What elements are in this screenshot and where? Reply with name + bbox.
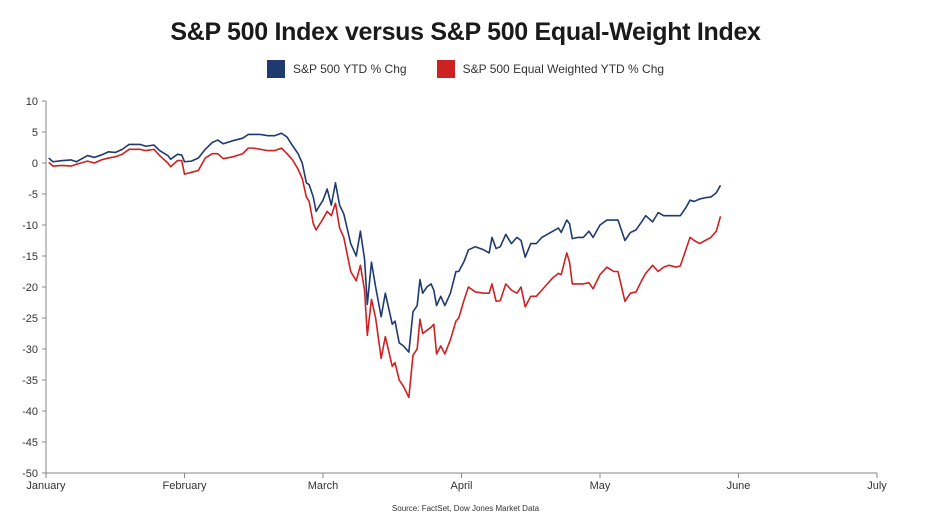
y-tick-label: -30 <box>22 344 38 356</box>
x-tick-label: March <box>308 480 339 492</box>
legend-label-sp500: S&P 500 YTD % Chg <box>292 62 407 76</box>
y-tick-label: 5 <box>32 127 38 139</box>
x-tick-label: July <box>867 480 887 492</box>
y-tick-label: -45 <box>22 437 38 449</box>
y-tick-label: -50 <box>22 468 38 480</box>
y-tick-label: -35 <box>22 375 38 387</box>
series-line-sp500-equal-weight <box>48 147 722 399</box>
x-tick-label: January <box>26 480 66 492</box>
y-axis: 10 5 0 -5 -10 -15 -20 -25 -30 -35 -40 -45 -50 <box>22 96 47 480</box>
x-axis: January February March April May June July <box>26 472 887 492</box>
x-tick-label: May <box>590 480 611 492</box>
y-tick-label: 10 <box>26 96 38 108</box>
x-tick-label: April <box>450 480 472 492</box>
y-tick-label: -10 <box>22 220 38 232</box>
chart-title: S&P 500 Index versus S&P 500 Equal-Weigh… <box>170 18 761 46</box>
y-tick-label: -15 <box>22 251 38 263</box>
x-tick-label: February <box>162 480 207 492</box>
x-tick-label: June <box>727 480 751 492</box>
legend-label-sp500-equal-weight: S&P 500 Equal Weighted YTD % Chg <box>462 62 665 76</box>
source-note: Source: FactSet, Dow Jones Market Data <box>391 504 540 513</box>
chart-legend: S&P 500 YTD % Chg S&P 500 Equal Weighted… <box>0 60 931 78</box>
y-tick-label: 0 <box>32 158 38 170</box>
legend-swatch-sp500 <box>266 60 285 78</box>
legend-item-sp500: S&P 500 YTD % Chg <box>266 60 407 78</box>
legend-item-sp500-equal-weight: S&P 500 Equal Weighted YTD % Chg <box>436 60 665 78</box>
y-tick-label: -25 <box>22 313 38 325</box>
series-lines <box>48 132 722 399</box>
y-tick-label: -40 <box>22 406 38 418</box>
legend-swatch-sp500-equal-weight <box>436 60 455 78</box>
y-tick-label: -20 <box>22 282 38 294</box>
y-tick-label: -5 <box>28 189 38 201</box>
series-line-sp500 <box>48 132 722 353</box>
